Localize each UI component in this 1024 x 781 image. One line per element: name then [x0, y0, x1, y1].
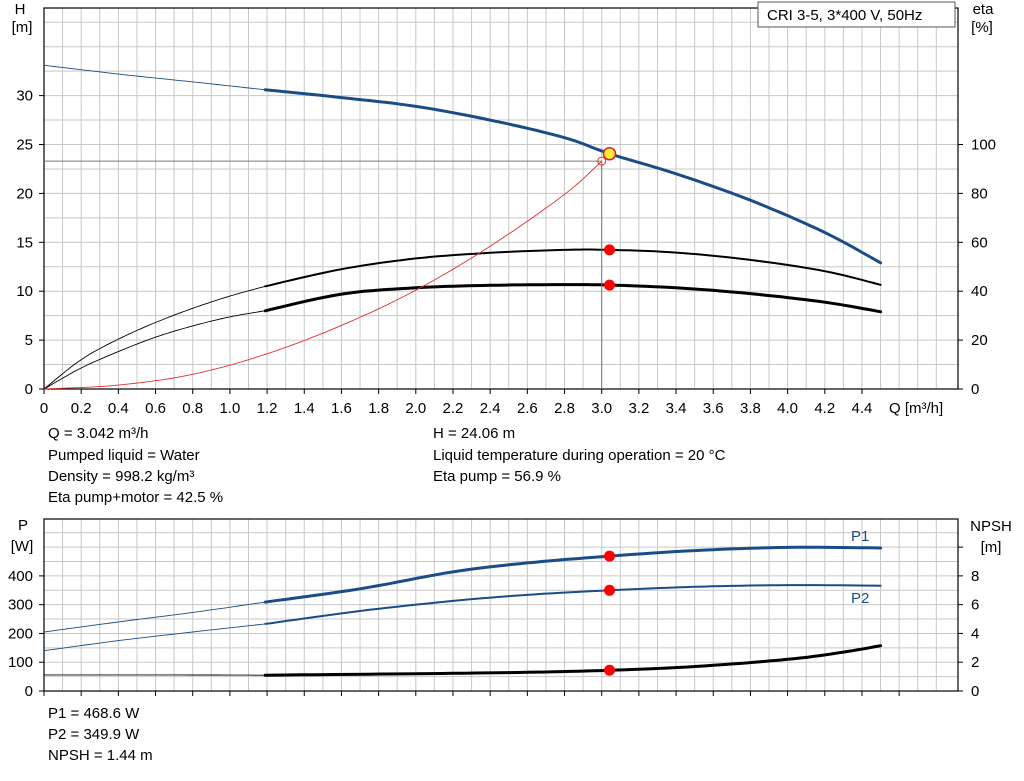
- info-liquid-temperature: Liquid temperature during operation = 20…: [433, 447, 726, 464]
- info-eta-pump-motor: Eta pump+motor = 42.5 %: [48, 489, 224, 506]
- top-chart-markers: [44, 146, 617, 389]
- plot-area-border: [43, 7, 959, 390]
- y2-tick-label: 0: [971, 683, 979, 700]
- y2-tick-label: 6: [971, 597, 979, 614]
- system-curve-reference-point: [597, 156, 607, 166]
- curve-p1: [263, 545, 883, 604]
- top-x-axis-label: Q [m³/h]: [889, 400, 943, 417]
- top-chart-frame: [43, 7, 959, 390]
- y-tick-label: 200: [8, 625, 33, 642]
- x-tick-label: 1.6: [331, 400, 352, 417]
- x-tick-label: 0.4: [108, 400, 129, 417]
- bottom-chart-markers: [604, 550, 616, 676]
- y-tick-label: 15: [16, 234, 33, 251]
- duty-point-marker: [604, 244, 616, 256]
- top-chart-grid: [43, 8, 958, 390]
- y2-tick-label: 40: [971, 283, 988, 300]
- x-tick-label: 0: [40, 400, 48, 417]
- y2-tick-label: 8: [971, 568, 979, 585]
- top-y2-axis-label-symbol: eta: [973, 1, 995, 18]
- x-tick-label: 2.6: [517, 400, 538, 417]
- y2-tick-label: 100: [971, 137, 996, 154]
- x-tick-label: 4.0: [777, 400, 798, 417]
- bottom-chart-ticks: 0 100 200 300 400 0 2 4 6 8: [8, 546, 979, 700]
- duty-point-marker: [604, 584, 616, 596]
- x-tick-label: 2.2: [443, 400, 464, 417]
- y-tick-label: 5: [25, 332, 33, 349]
- info-head: H = 24.06 m: [433, 425, 516, 442]
- x-tick-label: 3.2: [628, 400, 649, 417]
- bottom-y2-axis-label-symbol: NPSH: [970, 518, 1012, 535]
- y-tick-label: 10: [16, 283, 33, 300]
- y2-tick-label: 80: [971, 185, 988, 202]
- chart-title: CRI 3-5, 3*400 V, 50Hz: [767, 7, 922, 24]
- x-tick-label: 3.8: [740, 400, 761, 417]
- y-tick-label: 20: [16, 185, 33, 202]
- y-tick-label: 400: [8, 568, 33, 585]
- x-tick-label: 2.0: [405, 400, 426, 417]
- x-tick-label: 0.2: [71, 400, 92, 417]
- x-tick-label: 3.0: [591, 400, 612, 417]
- duty-point-marker: [604, 279, 616, 291]
- top-chart-curves: [43, 64, 883, 390]
- x-tick-label: 3.6: [703, 400, 724, 417]
- duty-point-head: [602, 146, 617, 161]
- y2-tick-label: 0: [971, 381, 979, 398]
- x-tick-label: 1.8: [368, 400, 389, 417]
- curve-eta-pump: [264, 248, 882, 288]
- y-tick-label: 0: [25, 381, 33, 398]
- y-tick-label: 25: [16, 137, 33, 154]
- y2-tick-label: 4: [971, 625, 979, 642]
- x-tick-label: 1.4: [294, 400, 315, 417]
- x-tick-label: 2.4: [480, 400, 501, 417]
- series-label-p2: P2: [851, 590, 869, 607]
- info-flow: Q = 3.042 m³/h: [48, 425, 149, 442]
- top-y2-axis-label-unit: [%]: [971, 19, 993, 36]
- curve-system-curve-extrapolated: [43, 160, 603, 390]
- y2-tick-label: 60: [971, 234, 988, 251]
- x-tick-label: 4.2: [814, 400, 835, 417]
- bottom-y2-axis-label-unit: [m]: [981, 539, 1002, 556]
- duty-point-marker: [604, 550, 616, 562]
- bottom-y-axis-label-symbol: P: [18, 517, 28, 534]
- curve-p2-extrapolated: [43, 623, 266, 652]
- bottom-chart-grid: [43, 519, 958, 692]
- info-density: Density = 998.2 kg/m³: [48, 468, 195, 485]
- series-label-p1: P1: [851, 528, 869, 545]
- y-tick-label: 300: [8, 597, 33, 614]
- info-p1: P1 = 468.6 W: [48, 705, 140, 722]
- y2-tick-label: 2: [971, 654, 979, 671]
- x-tick-label: 1.0: [219, 400, 240, 417]
- y-tick-label: 0: [25, 683, 33, 700]
- curve-eta-pump-extrapolated: [43, 285, 266, 390]
- top-y-axis-label-symbol: H: [15, 1, 26, 18]
- curve-eta-pump-motor-extrapolated: [43, 310, 266, 390]
- curve-eta-pump-motor: [263, 283, 883, 314]
- curve-head: [263, 88, 883, 265]
- info-p2: P2 = 349.9 W: [48, 726, 140, 743]
- curve-npsh: [263, 644, 883, 677]
- top-chart-ticks: 0 0.2 0.4 0.6 0.8 1.0 1.2 1.4 1.6 1.8 2.0 2.2 2.4 2.6…: [16, 88, 996, 417]
- info-npsh: NPSH = 1.44 m: [48, 747, 153, 764]
- x-tick-label: 3.4: [666, 400, 687, 417]
- x-tick-label: 2.8: [554, 400, 575, 417]
- bottom-chart-curves: [43, 545, 883, 677]
- curve-head-extrapolated: [43, 64, 266, 91]
- y-tick-label: 30: [16, 88, 33, 105]
- y2-tick-label: 20: [971, 332, 988, 349]
- info-eta-pump: Eta pump = 56.9 %: [433, 468, 561, 485]
- x-tick-label: 0.6: [145, 400, 166, 417]
- x-tick-label: 0.8: [182, 400, 203, 417]
- x-tick-label: 4.4: [852, 400, 873, 417]
- top-y-axis-label-unit: [m]: [12, 19, 33, 36]
- bottom-y-axis-label-unit: [W]: [11, 538, 34, 555]
- curve-p1-extrapolated: [43, 601, 266, 633]
- duty-point-marker: [604, 664, 616, 676]
- x-tick-label: 1.2: [257, 400, 278, 417]
- chart-title-box: [757, 1, 956, 28]
- y-tick-label: 100: [8, 654, 33, 671]
- info-pumped-liquid: Pumped liquid = Water: [48, 447, 200, 464]
- curve-p2: [264, 584, 882, 625]
